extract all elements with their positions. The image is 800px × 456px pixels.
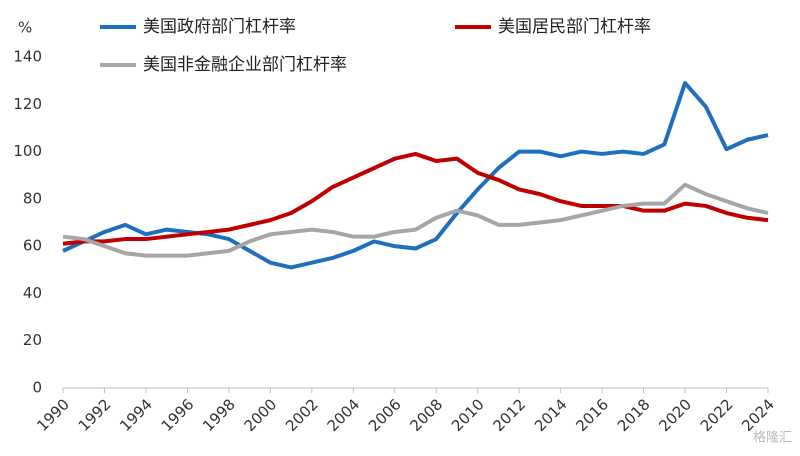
x-tick-label: 1990 [33,395,73,435]
legend-label: 美国居民部门杠杆率 [498,17,651,37]
x-tick-label: 1996 [158,395,198,435]
legend-label: 美国政府部门杠杆率 [143,17,296,37]
x-tick-label: 2018 [614,395,654,435]
x-tick-label: 2010 [448,395,488,435]
y-tick-label: 140 [13,48,42,66]
y-tick-label: 20 [23,331,42,349]
watermark: 格隆汇 [753,430,792,446]
y-tick-label: 100 [13,142,42,160]
x-tick-label: 1998 [199,395,239,435]
x-tick-label: 2016 [572,395,612,435]
x-tick-label: 2006 [365,395,405,435]
y-tick-label: 40 [23,284,42,302]
series-line [62,151,769,246]
series-line [62,182,769,258]
x-tick-label: 2020 [655,395,695,435]
x-tick-label: 2000 [241,395,281,435]
y-tick-label: 60 [23,237,42,255]
x-tick-label: 1992 [75,395,115,435]
x-tick-label: 2002 [282,395,322,435]
y-axis-label: % [18,19,32,37]
series-line [62,81,769,270]
x-tick-label: 2004 [324,395,364,435]
y-tick-label: 80 [23,189,42,207]
y-tick-label: 0 [32,379,42,397]
x-tick-label: 2014 [531,395,571,435]
x-tick-label: 2012 [489,395,529,435]
x-tick-label: 2022 [697,395,737,435]
x-tick-label: 2024 [738,395,778,435]
x-tick-label: 1994 [116,395,156,435]
legend-label: 美国非金融企业部门杠杆率 [143,55,347,75]
x-tick-label: 2008 [407,395,447,435]
y-tick-label: 120 [13,95,42,113]
